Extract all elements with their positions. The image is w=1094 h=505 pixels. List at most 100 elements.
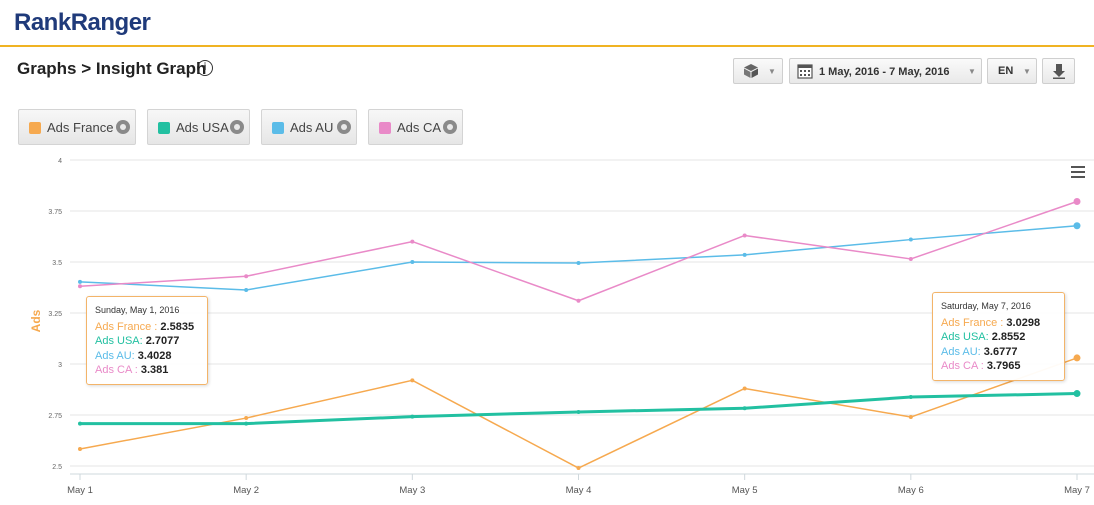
gear-icon[interactable] bbox=[230, 120, 244, 134]
x-tick-label: May 2 bbox=[233, 485, 259, 496]
tooltip-row: Ads CA : 3.381 bbox=[95, 363, 199, 378]
data-point bbox=[908, 395, 913, 400]
data-point bbox=[78, 421, 82, 426]
legend-item-ads-usa[interactable]: Ads USA bbox=[147, 109, 250, 145]
brand-logo[interactable]: RankRanger bbox=[14, 9, 151, 37]
legend-item-ads-au[interactable]: Ads AU bbox=[261, 109, 357, 145]
tooltip-series-label: Ads USA: bbox=[941, 331, 992, 343]
tooltip-series-label: Ads France : bbox=[941, 316, 1007, 329]
tooltip-series-label: Ads CA : bbox=[95, 364, 141, 376]
tooltip-row: Ads USA: 2.7077 bbox=[95, 334, 199, 349]
tooltip-series-label: Ads USA: bbox=[95, 335, 146, 347]
language-value: EN bbox=[998, 65, 1014, 77]
tooltip-value: 3.4028 bbox=[137, 349, 172, 362]
data-point bbox=[908, 415, 913, 420]
download-button[interactable] bbox=[1042, 58, 1075, 84]
legend-swatch bbox=[272, 122, 284, 134]
legend-item-ads-ca[interactable]: Ads CA bbox=[368, 109, 463, 145]
chart-menu-icon[interactable] bbox=[1071, 166, 1085, 178]
y-tick-label: 2.75 bbox=[48, 413, 62, 420]
data-point bbox=[1073, 354, 1081, 362]
x-tick-label: May 7 bbox=[1064, 485, 1090, 496]
data-point bbox=[78, 446, 82, 451]
series-line-ads-ca bbox=[79, 200, 1078, 302]
data-point bbox=[78, 284, 82, 289]
x-tick-label: May 4 bbox=[566, 485, 592, 496]
data-point bbox=[410, 414, 415, 419]
data-point bbox=[742, 252, 747, 257]
cube-icon bbox=[744, 64, 758, 78]
data-point bbox=[1073, 222, 1081, 230]
x-tick-label: May 6 bbox=[898, 485, 924, 496]
series-line-ads-usa bbox=[79, 392, 1078, 426]
legend-item-ads-france[interactable]: Ads France bbox=[18, 109, 136, 145]
date-range-picker[interactable]: 1 May, 2016 - 7 May, 2016 ▼ bbox=[789, 58, 982, 84]
line-chart: 2.5 2.75 3 3.25 3.5 3.75 4 May 1 May 2 May 3 May 4… bbox=[29, 158, 1094, 496]
y-axis-title: Ads bbox=[29, 309, 43, 332]
data-point bbox=[742, 386, 747, 391]
tooltip-value: 3.0298 bbox=[1006, 316, 1041, 329]
data-point bbox=[576, 298, 581, 303]
tooltip-row: Ads CA : 3.7965 bbox=[941, 359, 1056, 374]
download-icon bbox=[1053, 64, 1065, 79]
gear-icon[interactable] bbox=[443, 120, 457, 134]
tooltip-value: 2.5835 bbox=[160, 320, 195, 333]
y-tick-label: 3.75 bbox=[48, 209, 62, 216]
data-point bbox=[410, 239, 415, 244]
tooltip-value: 3.7965 bbox=[986, 360, 1021, 372]
data-point bbox=[576, 466, 581, 471]
data-point bbox=[1073, 390, 1081, 398]
tooltip-may-1: Sunday, May 1, 2016 Ads France : 2.5835 Ad… bbox=[86, 296, 208, 385]
tooltip-row: Ads AU: 3.6777 bbox=[941, 345, 1056, 360]
data-point bbox=[576, 409, 581, 414]
x-tick-label: May 3 bbox=[399, 485, 425, 496]
legend-label: Ads AU bbox=[290, 120, 334, 135]
tooltip-series-label: Ads France : bbox=[95, 320, 161, 333]
data-point bbox=[78, 279, 82, 284]
y-tick-label: 3 bbox=[58, 362, 62, 369]
data-point bbox=[742, 233, 747, 238]
tooltip-may-7: Saturday, May 7, 2016 Ads France : 3.0298… bbox=[932, 292, 1065, 381]
data-point bbox=[742, 406, 747, 411]
top-bar: RankRanger bbox=[0, 0, 1094, 47]
language-dropdown[interactable]: EN ▼ bbox=[987, 58, 1037, 84]
tooltip-value: 3.381 bbox=[140, 364, 169, 376]
info-icon[interactable]: i bbox=[197, 60, 213, 76]
tooltip-row: Ads France : 3.0298 bbox=[941, 316, 1056, 331]
tooltip-row: Ads France : 2.5835 bbox=[95, 320, 199, 335]
calendar-icon bbox=[797, 64, 813, 79]
gear-icon[interactable] bbox=[116, 120, 130, 134]
logo-rank: Rank bbox=[14, 9, 71, 36]
data-point bbox=[410, 378, 415, 383]
tooltip-row: Ads USA: 2.8552 bbox=[941, 330, 1056, 345]
gear-icon[interactable] bbox=[337, 120, 351, 134]
page-title: Graphs > Insight Graph bbox=[17, 59, 207, 78]
tooltip-series-label: Ads AU: bbox=[941, 345, 984, 358]
chevron-down-icon: ▼ bbox=[968, 67, 976, 76]
y-tick-label: 3.5 bbox=[52, 260, 62, 267]
x-tick-label: May 5 bbox=[732, 485, 758, 496]
tooltip-date: Sunday, May 1, 2016 bbox=[95, 305, 180, 315]
legend-label: Ads CA bbox=[397, 120, 442, 135]
series-line-ads-au bbox=[79, 225, 1078, 291]
y-tick-label: 4 bbox=[58, 158, 62, 165]
y-tick-label: 3.25 bbox=[48, 311, 62, 318]
data-point bbox=[410, 260, 415, 264]
x-tick-label: May 1 bbox=[67, 485, 93, 496]
tooltip-value: 3.6777 bbox=[983, 345, 1018, 358]
legend-swatch bbox=[379, 122, 391, 134]
legend-swatch bbox=[29, 122, 41, 134]
tooltip-date: Saturday, May 7, 2016 bbox=[941, 301, 1031, 311]
tooltip-series-label: Ads CA : bbox=[941, 360, 987, 372]
view-cube-dropdown[interactable]: ▼ bbox=[733, 58, 783, 84]
data-point bbox=[908, 237, 913, 242]
legend-label: Ads USA bbox=[176, 120, 229, 135]
data-point bbox=[244, 287, 249, 292]
tooltip-row: Ads AU: 3.4028 bbox=[95, 349, 199, 364]
date-range-value: 1 May, 2016 - 7 May, 2016 bbox=[819, 66, 950, 78]
tooltip-value: 2.8552 bbox=[991, 331, 1026, 343]
data-point bbox=[244, 274, 249, 279]
data-point bbox=[1073, 198, 1081, 206]
data-point bbox=[244, 416, 249, 421]
legend-label: Ads France bbox=[47, 120, 114, 135]
